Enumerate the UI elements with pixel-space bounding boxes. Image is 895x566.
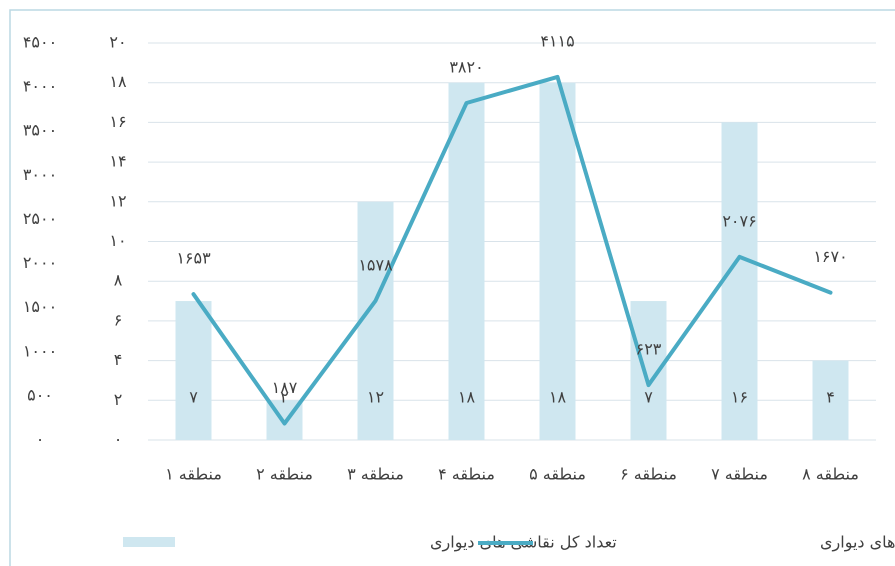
y2-tick-label: ۴۵۰۰ xyxy=(23,33,57,52)
x-tick-label: منطقه ۲ xyxy=(256,465,313,484)
bar-value-label: ۱۲ xyxy=(367,388,384,407)
y-tick-label: ۴ xyxy=(114,350,123,369)
line-value-label: ۱۶۷۰ xyxy=(813,247,847,266)
bar-value-label: ۱۸ xyxy=(458,388,476,407)
y-tick-label: ۱۰ xyxy=(109,231,126,250)
x-tick-label: منطقه ۷ xyxy=(711,465,768,484)
y-tick-label: ۱۸ xyxy=(109,72,127,91)
y2-tick-label: ۱۰۰۰ xyxy=(23,341,57,360)
x-tick-label: منطقه ۳ xyxy=(347,465,404,484)
x-tick-label: منطقه ۱ xyxy=(165,465,222,484)
line-value-label: ۱۵۷۸ xyxy=(358,255,393,274)
line-value-label: ۱۸۷ xyxy=(272,378,298,397)
y2-tick-label: ۳۵۰۰ xyxy=(23,121,57,140)
y2-tick-label: ۰ xyxy=(36,430,45,449)
y-tick-label: ۶ xyxy=(114,310,123,329)
line-value-label: ۶۲۳ xyxy=(636,340,662,359)
line xyxy=(191,74,833,426)
bar xyxy=(812,360,849,440)
y2-tick-label: ۳۰۰۰ xyxy=(23,165,57,184)
x-tick-label: منطقه ۴ xyxy=(438,465,495,484)
y-tick-label: ۱۲ xyxy=(109,191,126,210)
y-tick-label: ۱۴ xyxy=(109,152,126,171)
line-value-label: ۴۱۱۵ xyxy=(540,31,574,50)
bar xyxy=(175,301,212,440)
bar xyxy=(357,201,394,440)
line-value-label: ۱۶۵۳ xyxy=(176,249,211,268)
y2-tick-label: ۱۵۰۰ xyxy=(23,297,57,316)
x-tick-label: منطقه ۸ xyxy=(802,465,859,484)
bar-value-label: ۲ xyxy=(280,388,289,407)
y-tick-label: ۲۰ xyxy=(109,33,126,52)
frame xyxy=(9,9,895,566)
bar xyxy=(721,122,758,441)
bar xyxy=(448,82,485,440)
line-value-label: ۲۰۷۶ xyxy=(722,211,756,230)
y-tick-label: ۱۶ xyxy=(109,112,126,131)
y2-tick-label: ۲۰۰۰ xyxy=(23,253,57,272)
y2-tick-label: ۴۰۰۰ xyxy=(23,77,57,96)
legend-label: مساحت کل نقاشی های دیواری xyxy=(820,533,895,553)
y-tick-label: ۸ xyxy=(114,271,123,290)
y2-tick-label: ۵۰۰ xyxy=(27,385,53,404)
bar-value-label: ۱۸ xyxy=(549,388,567,407)
bar-value-label: ۴ xyxy=(826,388,835,407)
bar xyxy=(539,82,576,440)
x-tick-label: منطقه ۵ xyxy=(529,465,586,484)
x-tick-label: منطقه ۶ xyxy=(620,465,677,484)
line-value-label: ۳۸۲۰ xyxy=(449,57,483,76)
bar-value-label: ۷ xyxy=(644,388,653,407)
y2-tick-label: ۲۵۰۰ xyxy=(23,209,57,228)
y-tick-label: ۰ xyxy=(114,430,123,449)
legend-swatch xyxy=(123,537,175,547)
bar-value-label: ۷ xyxy=(189,388,198,407)
bar-value-label: ۱۶ xyxy=(731,388,748,407)
y-tick-label: ۲ xyxy=(114,390,123,409)
